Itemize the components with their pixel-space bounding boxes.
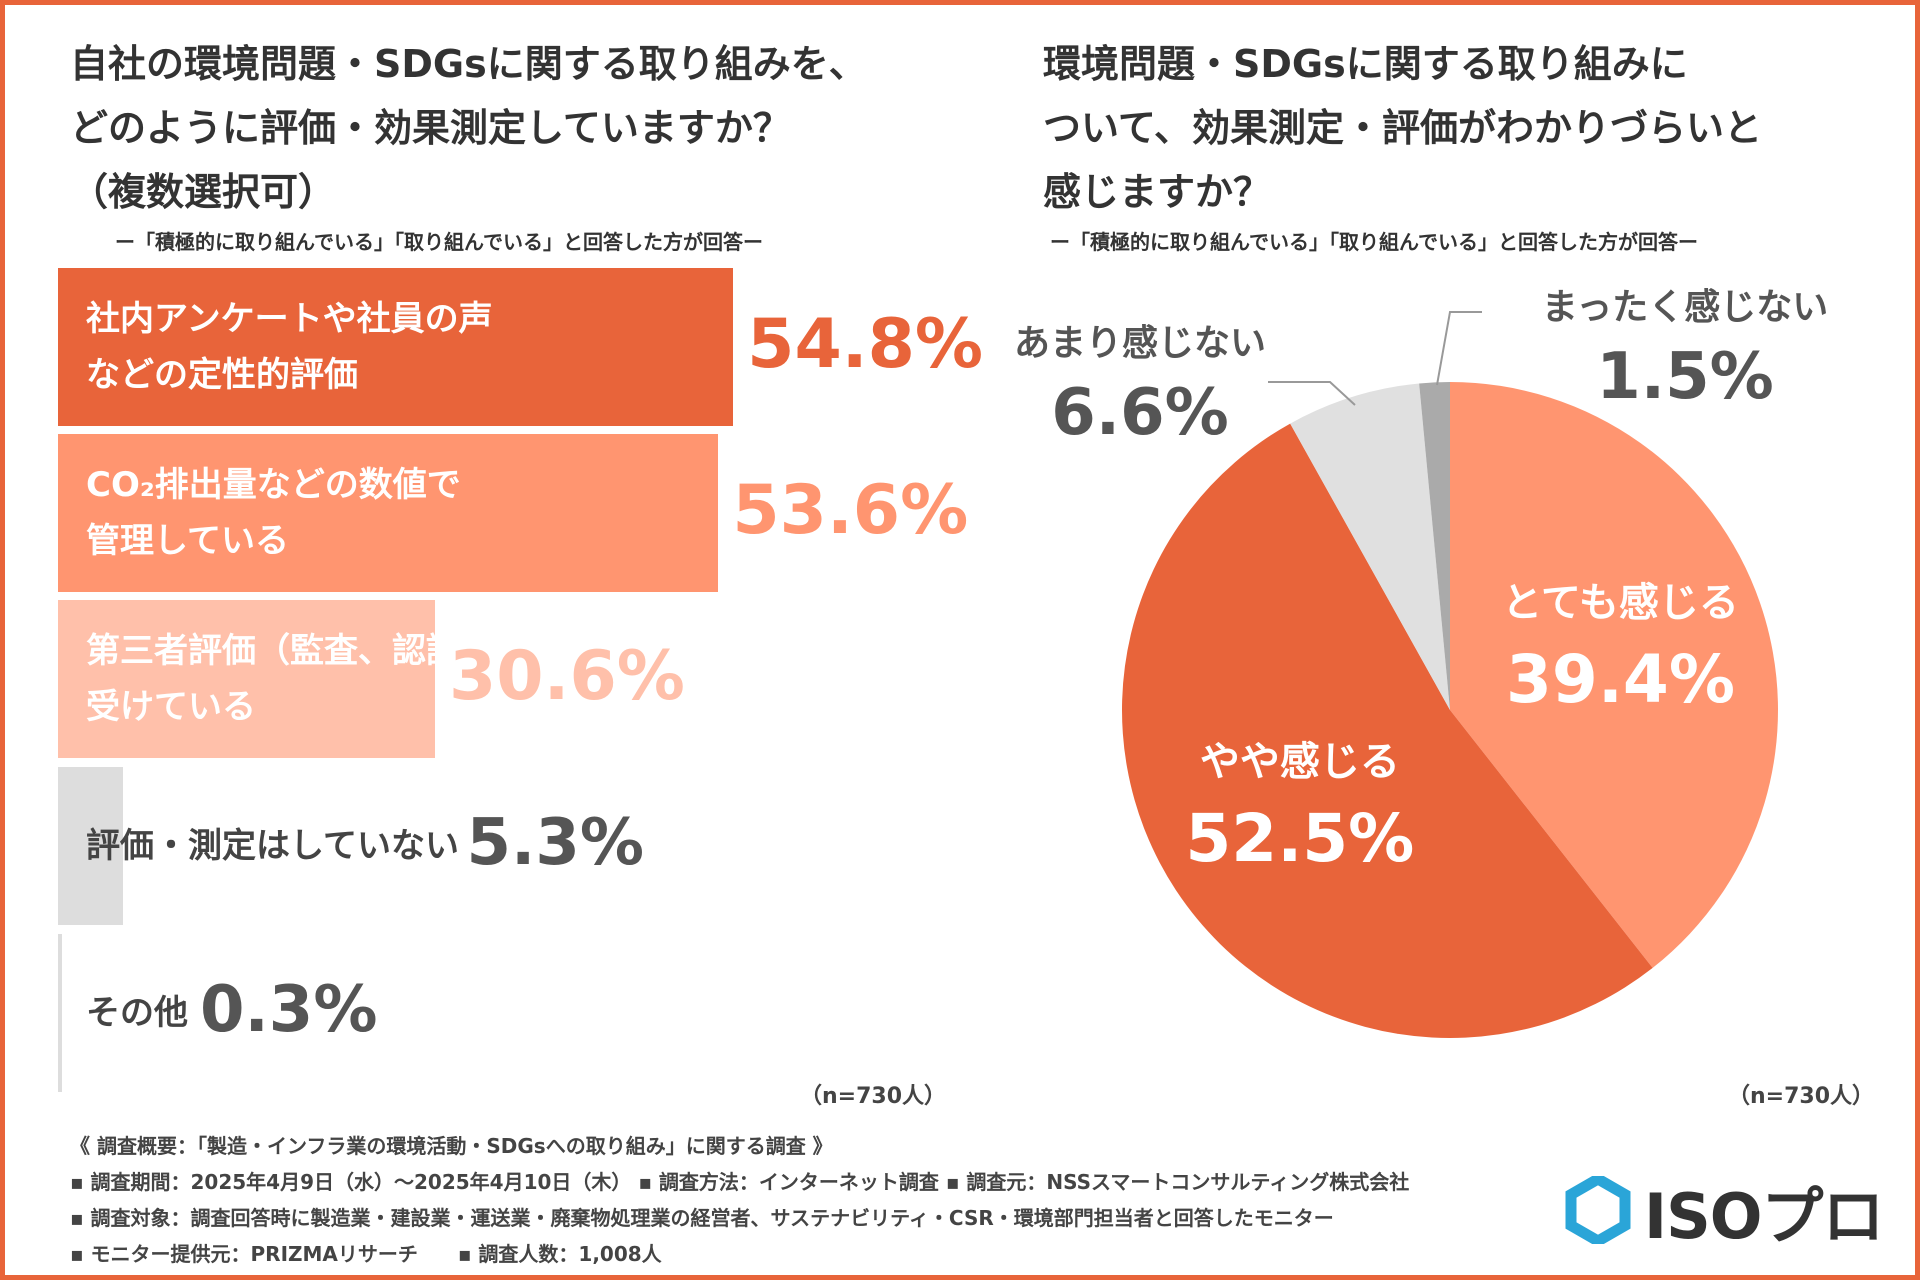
bar-label-line: などの定性的評価 [86,355,358,395]
bar-label-line: 評価・測定はしていない [86,826,459,866]
pie-category: まったく感じない [1541,287,1829,328]
bar-label-4: その他 [86,985,188,1041]
right-title-line: 感じますか？ [1043,170,1272,214]
survey-period: ▪ 調査期間：2025年4月9日（水）～2025年4月10日（木） ▪ 調査方法… [70,1170,1410,1194]
pie-category: やや感じる [1199,738,1400,785]
bar-label-3: 評価・測定はしていない [86,818,459,874]
left-title-line: （複数選択可） [70,170,337,214]
survey-overview-title: 《 調査概要：「製造・インフラ業の環境活動・SDGsへの取り組み」に関する調査 … [70,1134,833,1158]
bar-2 [58,600,435,758]
pie-slice-2 [1290,383,1450,710]
bar-label-line: 社内アンケートや社員の声 [86,299,493,339]
logo-text: ISOプロ [1644,1180,1884,1253]
pie-chart [1121,382,1778,1039]
pie-value: 6.6% [1051,376,1229,450]
pie-label-0: とても感じる 39.4% [1460,571,1780,725]
left-subtitle: ー「積極的に取り組んでいる」「取り組んでいる」と回答した方が回答ー [115,230,763,254]
bar-label-line: 管理している [86,521,289,561]
hexagon-logo-icon [1565,1176,1631,1244]
bar-label-line: その他 [86,993,188,1033]
pie-label-1: やや感じる 52.5% [1140,730,1460,884]
bar-value-3: 5.3% [466,806,645,881]
survey-provider: ▪ モニター提供元：PRIZMAリサーチ ▪ 調査人数：1,008人 [70,1242,662,1266]
bar-value-2: 30.6% [448,636,685,716]
left-title-line: 自社の環境問題・SDGsに関する取り組みを、 [70,42,867,86]
pie-category: あまり感じない [1013,323,1266,364]
left-title-line: どのように評価・効果測定していますか？ [70,106,791,150]
pie-label-2: あまり感じない 6.6% [1000,318,1280,456]
right-title: 環境問題・SDGsに関する取り組みに ついて、効果測定・評価がわかりづらいと 感… [1043,32,1762,224]
bar-value-0: 54.8% [747,304,984,384]
leader-line-rarely [1268,381,1356,406]
pie-label-3: まったく感じない 1.5% [1520,282,1850,420]
leader-line-not-at-all [1436,311,1482,386]
bar-1 [58,434,719,592]
right-title-line: 環境問題・SDGsに関する取り組みに [1043,42,1688,86]
pie-slice-1 [1121,423,1653,1039]
right-title-line: ついて、効果測定・評価がわかりづらいと [1043,106,1762,150]
pie-slice-3 [1419,382,1450,710]
survey-target: ▪ 調査対象：調査回答時に製造業・建設業・運送業・廃棄物処理業の経営者、サステナ… [70,1206,1334,1230]
bar-3 [58,767,124,925]
left-sample-size: （n=730人） [800,1084,947,1109]
left-title: 自社の環境問題・SDGsに関する取り組みを、 どのように評価・効果測定しています… [70,32,867,224]
right-sample-size: （n=730人） [1728,1084,1875,1109]
bar-label-line: 受けている [86,687,256,727]
bar-4 [58,934,62,1092]
bar-label-2: 第三者評価（監査、認証など）を 受けている [86,623,596,735]
bar-label-line: CO₂排出量などの数値で [86,465,461,505]
bar-label-0: 社内アンケートや社員の声 などの定性的評価 [86,291,493,403]
pie-value: 1.5% [1596,340,1774,414]
bar-label-1: CO₂排出量などの数値で 管理している [86,457,461,569]
bar-0 [58,268,734,426]
right-subtitle: ー「積極的に取り組んでいる」「取り組んでいる」と回答した方が回答ー [1050,230,1698,254]
bar-value-1: 53.6% [732,470,969,550]
pie-category: とても感じる [1502,580,1739,627]
survey-overview: 《 調査概要：「製造・インフラ業の環境活動・SDGsへの取り組み」に関する調査 … [70,1128,1409,1272]
pie-value: 39.4% [1505,641,1735,719]
bar-label-line: 第三者評価（監査、認証など）を [86,631,596,671]
logo: ISOプロ [1564,1170,1894,1253]
pie-value: 52.5% [1185,799,1415,877]
bar-value-4: 0.3% [199,973,378,1048]
pie-slice-0 [1450,382,1778,968]
